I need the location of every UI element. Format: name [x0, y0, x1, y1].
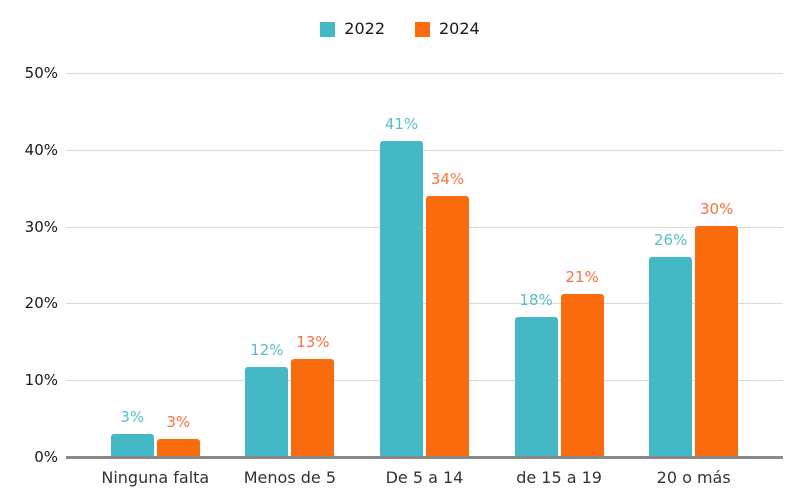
y-tick-label: 40%: [24, 141, 58, 159]
y-tick-label: 0%: [34, 448, 58, 466]
gridline: [66, 227, 783, 228]
bar-column: 18%: [514, 291, 558, 457]
x-category-label: 20 o más: [656, 468, 731, 487]
bar-2024-Menos de 5: [291, 359, 335, 457]
legend-label: 2024: [439, 19, 480, 38]
gridline: [66, 150, 783, 151]
legend-swatch-icon: [320, 21, 336, 37]
bar-column: 34%: [425, 170, 469, 457]
bar-value-label: 26%: [654, 231, 688, 249]
bar-group-1: 3% 3%: [88, 73, 223, 457]
bar-2024-20 o más: [695, 226, 739, 457]
bar-2022-De 5 a 14: [379, 141, 423, 457]
bar-value-label: 3%: [166, 413, 191, 431]
bar-column: 26%: [649, 231, 693, 457]
x-category-label: Menos de 5: [243, 468, 337, 487]
bar-2022-de 15 a 19: [514, 317, 558, 457]
bar-group-5: 26% 30%: [626, 73, 761, 457]
bar-2024-Ninguna falta: [156, 439, 200, 457]
y-tick-label: 10%: [24, 371, 58, 389]
y-tick-label: 30%: [24, 218, 58, 236]
x-category-label: de 15 a 19: [516, 468, 602, 487]
y-tick-label: 50%: [24, 64, 58, 82]
bar-group-2: 12% 13%: [223, 73, 358, 457]
x-category-label: Ninguna falta: [101, 468, 210, 487]
bar-2022-Ninguna falta: [110, 434, 154, 457]
legend-label: 2022: [344, 19, 385, 38]
bar-2022-20 o más: [649, 257, 693, 457]
legend-item-2024: 2024: [415, 21, 480, 37]
bar-group-4: 18% 21%: [492, 73, 627, 457]
gridline: [66, 380, 783, 381]
gridline: [66, 303, 783, 304]
bar-value-label: 3%: [120, 408, 145, 426]
bar-value-label: 30%: [700, 200, 734, 218]
bar-column: 30%: [695, 200, 739, 457]
x-axis-baseline: [66, 456, 783, 459]
bar-2022-Menos de 5: [245, 367, 289, 457]
bar-column: 12%: [245, 341, 289, 457]
bars-plot-area: 3% 3% 12% 13% 41% 34% 18% 21% 26% 30%: [88, 73, 761, 457]
bar-column: 13%: [291, 333, 335, 457]
x-category-label: De 5 a 14: [385, 468, 464, 487]
bar-value-label: 12%: [250, 341, 284, 359]
y-tick-label: 20%: [24, 294, 58, 312]
bar-value-label: 13%: [296, 333, 330, 351]
bar-group-3: 41% 34%: [357, 73, 492, 457]
bar-value-label: 18%: [519, 291, 553, 309]
chart-legend: 2022 2024: [0, 21, 800, 37]
bar-value-label: 34%: [430, 170, 465, 188]
bar-2024-De 5 a 14: [425, 196, 469, 457]
bar-value-label: 41%: [384, 115, 419, 133]
bar-column: 3%: [110, 408, 154, 457]
bar-value-label: 21%: [565, 268, 599, 286]
legend-item-2022: 2022: [320, 21, 385, 37]
bar-2024-de 15 a 19: [560, 294, 604, 457]
gridline: [66, 73, 783, 74]
bar-column: 21%: [560, 268, 604, 457]
x-axis-category-labels: Ninguna falta Menos de 5 De 5 a 14 de 15 a …: [88, 468, 761, 487]
bar-column: 41%: [379, 115, 423, 457]
bar-column: 3%: [156, 413, 200, 457]
legend-swatch-icon: [415, 21, 430, 37]
